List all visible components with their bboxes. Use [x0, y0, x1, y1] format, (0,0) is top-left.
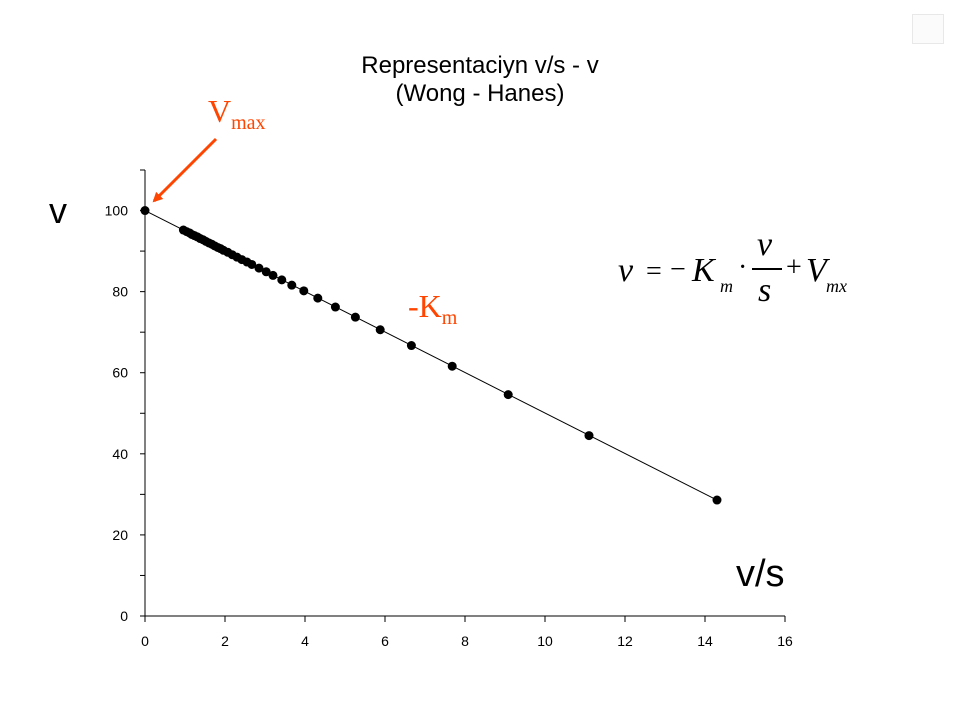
x-axis-label: v/s [736, 553, 785, 595]
x-tick-label: 8 [461, 633, 469, 649]
vmax-arrow [152, 137, 218, 203]
chart-ticks: 0 2 4 6 8 10 12 14 16 0 20 40 60 80 100 [105, 169, 793, 649]
data-point [330, 302, 340, 312]
equation-minus: − [670, 254, 686, 285]
x-tick-label: 16 [777, 633, 793, 649]
equation-denominator: s [758, 272, 772, 309]
data-point [299, 286, 309, 296]
x-tick-label: 2 [221, 633, 229, 649]
data-point [447, 361, 457, 371]
data-point [503, 390, 513, 400]
data-point [268, 270, 278, 280]
x-tick-label: 12 [617, 633, 633, 649]
data-point [712, 495, 722, 505]
chart-title-line2: (Wong - Hanes) [395, 80, 565, 107]
equation-fraction-bar [752, 268, 782, 270]
equation-plus: + [786, 252, 802, 283]
y-tick-label: 40 [112, 446, 128, 462]
vmax-annotation-sub: max [231, 112, 266, 134]
vmax-annotation: Vmax [208, 93, 266, 135]
data-point [375, 325, 385, 335]
equation-k-subscript: m [720, 276, 733, 296]
vmax-annotation-main: V [208, 93, 232, 129]
y-tick-label: 80 [112, 284, 128, 300]
x-tick-label: 14 [697, 633, 713, 649]
y-tick-label: 20 [112, 527, 128, 543]
wong-hanes-equation: v = − K m · v s + V mx [618, 226, 858, 312]
chart-axes [144, 170, 785, 617]
km-annotation-sub: m [441, 307, 458, 329]
y-tick-label: 60 [112, 365, 128, 381]
data-point [247, 259, 257, 269]
corner-placeholder-box [912, 14, 944, 44]
data-point [277, 275, 287, 285]
x-tick-label: 0 [141, 633, 149, 649]
y-tick-label: 100 [105, 203, 129, 219]
data-point [350, 312, 360, 322]
x-tick-label: 4 [301, 633, 309, 649]
data-point [261, 267, 271, 277]
equation-equals: = [646, 256, 662, 287]
data-point [140, 206, 150, 216]
x-tick-label: 6 [381, 633, 389, 649]
data-point [313, 293, 323, 303]
data-point [287, 280, 297, 290]
y-tick-label: 0 [120, 608, 128, 624]
data-point [254, 263, 264, 273]
equation-vmax: V [806, 252, 827, 289]
chart-title-line1: Representaciyn v/s - v [361, 52, 599, 79]
equation-dot: · [738, 252, 748, 283]
data-point [406, 341, 416, 351]
data-points [140, 206, 722, 505]
equation-k: K [692, 252, 715, 289]
equation-vmax-subscript: mx [826, 276, 847, 296]
km-annotation: -Km [408, 288, 457, 330]
equation-numerator: v [757, 226, 773, 263]
data-point [584, 431, 594, 441]
km-annotation-main: -K [408, 288, 442, 324]
x-tick-label: 10 [537, 633, 553, 649]
y-axis-label: v [49, 190, 67, 231]
equation-lhs: v [618, 252, 634, 289]
